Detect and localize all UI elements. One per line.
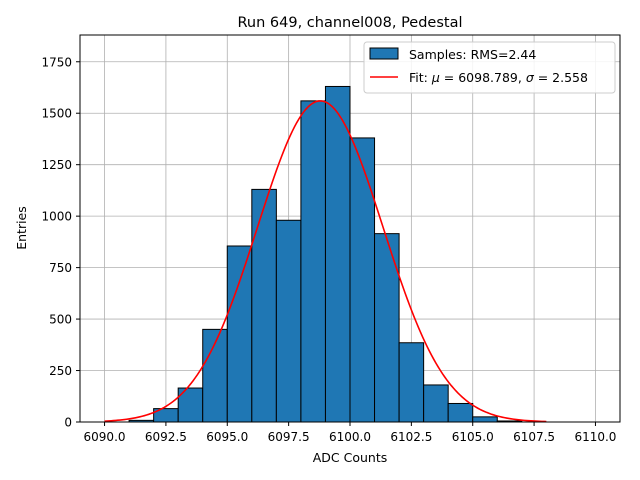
y-tick-label: 500 bbox=[49, 313, 72, 327]
legend-histogram-label: Samples: RMS=2.44 bbox=[409, 47, 536, 62]
histogram-bar bbox=[472, 416, 498, 423]
y-tick-label: 0 bbox=[64, 416, 72, 430]
x-tick-label: 6095.0 bbox=[206, 430, 248, 444]
histogram-bar bbox=[275, 219, 302, 423]
fit-curve bbox=[104, 100, 547, 423]
histogram-bar bbox=[423, 384, 449, 423]
x-tick-label: 6110.0 bbox=[574, 430, 616, 444]
fit-curve-layer bbox=[104, 100, 547, 423]
x-tick-label: 6097.5 bbox=[268, 430, 310, 444]
histogram-bar bbox=[374, 233, 400, 423]
histogram-bar bbox=[300, 100, 326, 423]
legend-box bbox=[363, 41, 616, 94]
x-tick-label: 6105.0 bbox=[452, 430, 494, 444]
histogram-bar bbox=[251, 188, 277, 423]
y-tick-label: 1250 bbox=[41, 158, 72, 172]
legend: Samples: RMS=2.44 Fit: μ = 6098.789, σ =… bbox=[363, 41, 616, 94]
chart-title: Run 649, channel008, Pedestal bbox=[237, 15, 462, 31]
histogram-bar bbox=[324, 85, 351, 423]
x-tick-label: 6090.0 bbox=[84, 430, 126, 444]
y-tick-label: 1500 bbox=[41, 107, 72, 121]
x-axis-label: ADC Counts bbox=[313, 450, 388, 465]
x-tick-label: 6102.5 bbox=[390, 430, 432, 444]
histogram-bar bbox=[349, 137, 376, 423]
histogram-bar bbox=[398, 342, 425, 423]
histogram-bar bbox=[226, 245, 253, 423]
y-tick-label: 1750 bbox=[41, 55, 72, 69]
histogram-bar bbox=[447, 402, 474, 423]
legend-histogram-swatch bbox=[369, 47, 399, 60]
y-tick-label: 250 bbox=[49, 364, 72, 378]
y-axis-label: Entries bbox=[14, 206, 29, 250]
axis-ticks: 6090.0 6092.5 6095.0 6097.5 6100.0 6102.5 6105… bbox=[41, 55, 616, 444]
x-tick-label: 6100.0 bbox=[329, 430, 371, 444]
y-tick-label: 750 bbox=[49, 261, 72, 275]
legend-fit-label: Fit: μ = 6098.789, σ = 2.558 bbox=[409, 70, 588, 85]
x-tick-label: 6092.5 bbox=[145, 430, 187, 444]
y-tick-label: 1000 bbox=[41, 210, 72, 224]
x-tick-label: 6107.5 bbox=[513, 430, 555, 444]
histogram-bars bbox=[128, 85, 523, 423]
